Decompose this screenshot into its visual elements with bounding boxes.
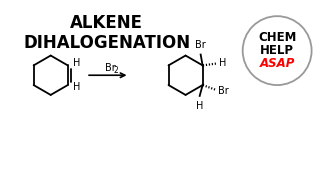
Text: ASAP: ASAP	[260, 57, 295, 70]
Text: Br: Br	[218, 86, 229, 96]
Text: H: H	[73, 58, 80, 68]
Text: H: H	[73, 82, 80, 92]
Text: Br: Br	[195, 40, 206, 50]
Text: ALKENE: ALKENE	[70, 14, 143, 32]
Text: CHEM: CHEM	[258, 31, 296, 44]
Text: Br: Br	[105, 63, 116, 73]
Text: DIHALOGENATION: DIHALOGENATION	[23, 34, 190, 52]
Text: H: H	[219, 58, 226, 68]
Text: H: H	[196, 101, 203, 111]
Text: HELP: HELP	[260, 44, 294, 57]
Text: 2: 2	[113, 66, 118, 75]
